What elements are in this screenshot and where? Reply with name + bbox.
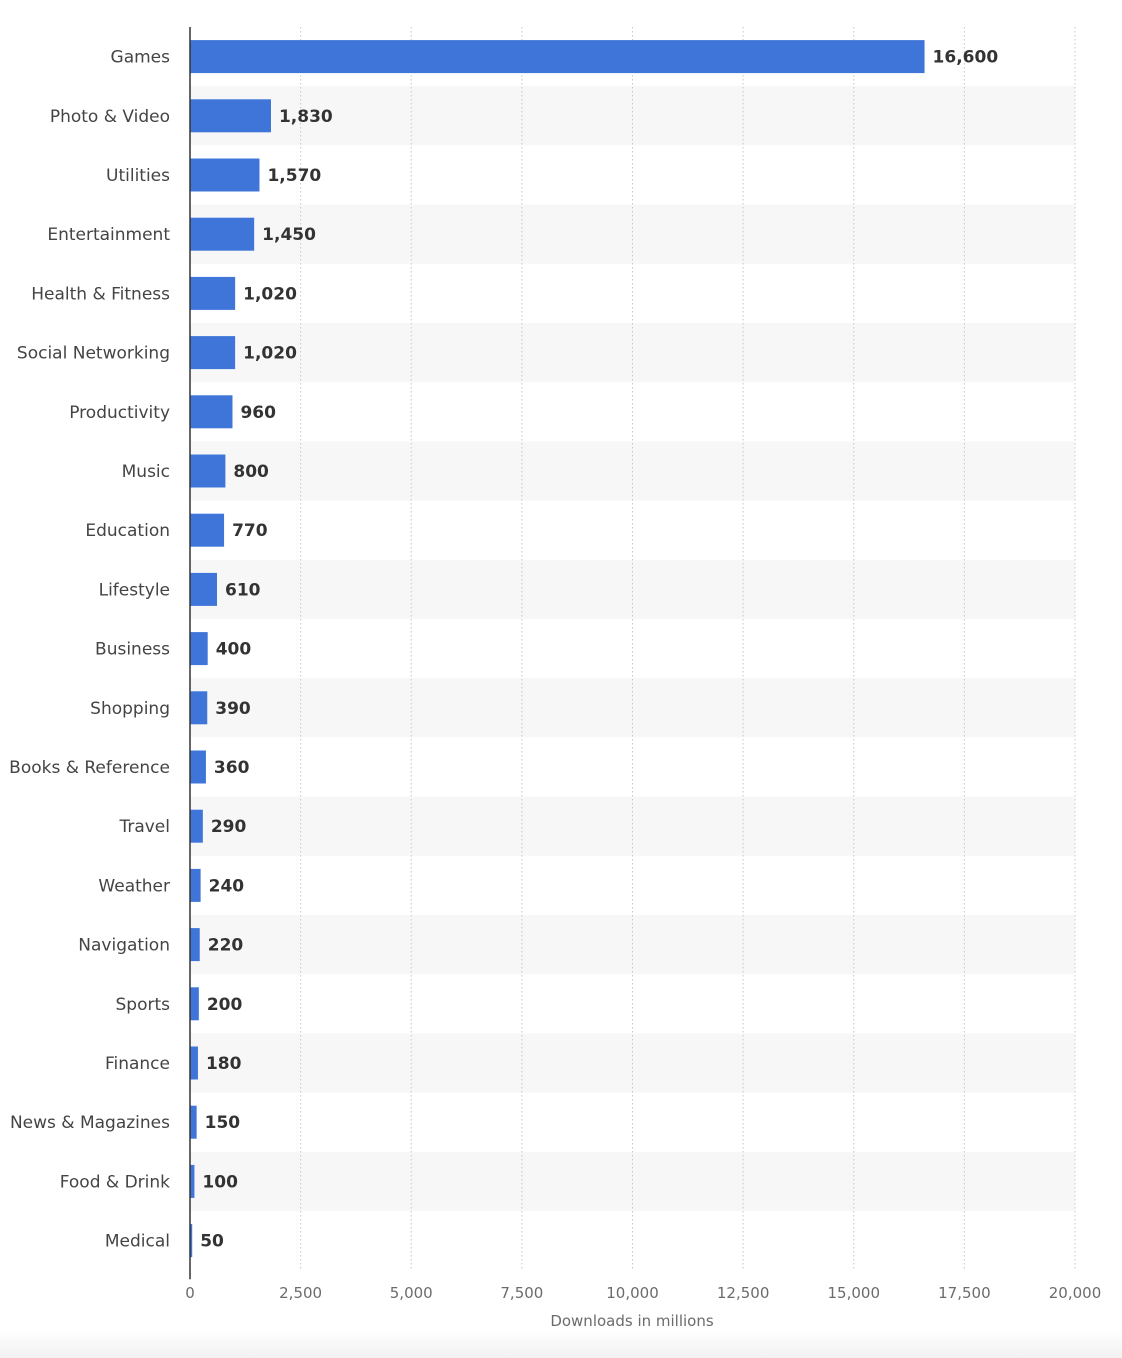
bar <box>190 336 236 370</box>
category-label: Productivity <box>69 403 170 423</box>
bar <box>190 158 260 192</box>
bar <box>190 276 236 310</box>
category-label: Weather <box>98 876 170 896</box>
category-label: Music <box>122 462 170 482</box>
bar <box>190 632 208 666</box>
category-label: Shopping <box>90 699 170 719</box>
data-label: 1,020 <box>243 284 297 304</box>
bar <box>190 217 255 251</box>
data-label: 1,020 <box>243 344 297 364</box>
data-label: 220 <box>208 936 244 956</box>
category-label: Social Networking <box>17 344 170 364</box>
category-label: Books & Reference <box>9 758 170 778</box>
category-label: Games <box>111 48 171 68</box>
data-label: 16,600 <box>933 48 999 68</box>
data-label: 1,570 <box>267 166 321 186</box>
data-label: 960 <box>240 403 276 423</box>
bar <box>190 928 200 962</box>
category-label: Education <box>85 521 170 541</box>
category-label: Food & Drink <box>60 1172 170 1192</box>
data-label: 1,450 <box>262 225 316 245</box>
data-label: 800 <box>233 462 269 482</box>
value-labels: 16,600 1,830 1,570 1,450 1,020 1,020 960 800 770… <box>200 48 998 1252</box>
bar <box>190 691 208 725</box>
category-label: Photo & Video <box>50 107 170 127</box>
category-label: Sports <box>116 995 171 1015</box>
category-label: Utilities <box>106 166 170 186</box>
x-tick-label: 15,000 <box>828 1284 881 1302</box>
data-label: 360 <box>214 758 250 778</box>
data-label: 240 <box>209 876 245 896</box>
bottom-fade <box>0 1330 1122 1358</box>
category-label: Entertainment <box>47 225 170 245</box>
x-tick-label: 0 <box>185 1284 195 1302</box>
bar <box>190 987 199 1021</box>
data-label: 610 <box>225 580 261 600</box>
data-label: 770 <box>232 521 268 541</box>
bar <box>190 868 201 902</box>
bar <box>190 395 233 429</box>
bar <box>190 1105 197 1139</box>
x-axis-title: Downloads in millions <box>550 1312 714 1330</box>
row-band <box>190 559 1075 619</box>
row-band <box>190 204 1075 264</box>
bar <box>190 40 925 74</box>
bar <box>190 454 226 488</box>
data-label: 400 <box>216 640 252 660</box>
gridlines <box>300 27 1076 1271</box>
data-label: 1,830 <box>279 107 333 127</box>
x-tick-label: 5,000 <box>390 1284 433 1302</box>
bar <box>190 750 206 784</box>
row-band <box>190 796 1075 856</box>
category-label: Travel <box>118 817 170 837</box>
bar <box>190 1224 193 1258</box>
data-label: 50 <box>200 1232 224 1252</box>
bars <box>190 40 925 1258</box>
row-band <box>190 1151 1075 1211</box>
x-tick-label: 17,500 <box>938 1284 991 1302</box>
category-label: Health & Fitness <box>31 284 170 304</box>
data-label: 200 <box>207 995 243 1015</box>
data-label: 150 <box>205 1113 241 1133</box>
category-label: Lifestyle <box>99 580 170 600</box>
data-label: 100 <box>202 1172 238 1192</box>
category-label: News & Magazines <box>10 1113 170 1133</box>
bar <box>190 1164 195 1198</box>
bar <box>190 1046 198 1080</box>
data-label: 180 <box>206 1054 242 1074</box>
data-label: 290 <box>211 817 247 837</box>
bar <box>190 809 203 843</box>
bar <box>190 513 225 547</box>
x-axis: 0 2,500 5,000 7,500 10,000 12,500 15,000 17,500… <box>185 27 1101 1302</box>
category-label: Navigation <box>78 936 170 956</box>
bar <box>190 572 217 606</box>
category-labels: Games Photo & Video Utilities Entertainment… <box>9 48 170 1252</box>
category-label: Finance <box>105 1054 170 1074</box>
data-label: 390 <box>215 699 251 719</box>
bar <box>190 99 271 133</box>
category-label: Business <box>95 640 170 660</box>
category-label: Medical <box>105 1232 170 1252</box>
x-tick-label: 12,500 <box>717 1284 770 1302</box>
x-tick-label: 20,000 <box>1049 1284 1102 1302</box>
x-tick-label: 2,500 <box>279 1284 322 1302</box>
x-tick-label: 7,500 <box>500 1284 543 1302</box>
x-tick-label: 10,000 <box>606 1284 659 1302</box>
row-bands <box>190 86 1075 1211</box>
